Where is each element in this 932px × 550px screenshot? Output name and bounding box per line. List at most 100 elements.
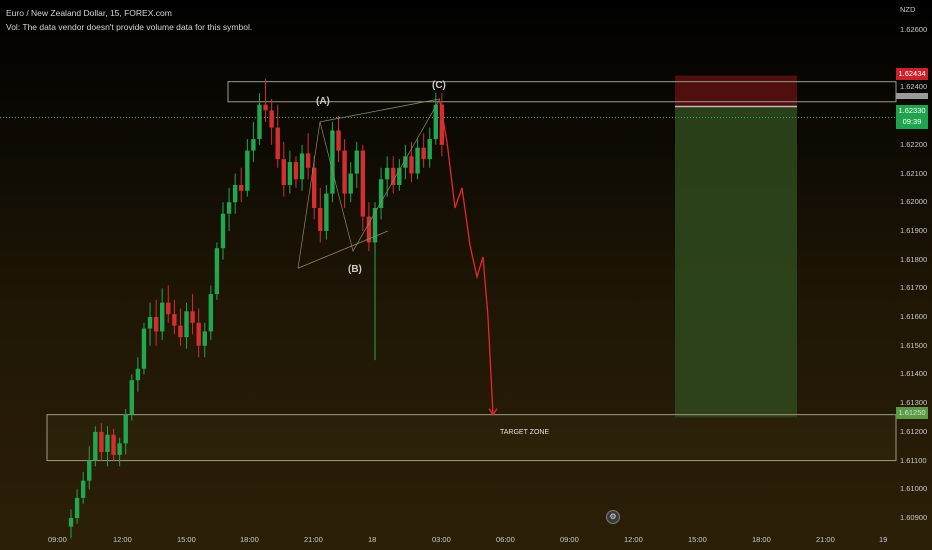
time-tick-label: 19 [879,535,888,544]
time-tick-label: 09:00 [560,535,579,544]
candle-body [226,202,232,214]
candle-body [281,159,286,186]
candle-body [129,380,134,415]
candle-body [433,104,438,140]
candle-body [305,153,311,168]
candle-body [397,167,402,186]
candle-body [245,150,250,191]
time-tick-label: 18:00 [240,535,259,544]
price-tick-label: 1.61300 [900,398,928,408]
time-tick-label: 06:00 [496,535,515,544]
time-tick-label: 18 [368,535,377,544]
candle-body [147,317,153,329]
price-tick-label: 1.62200 [900,139,928,149]
candle-body [257,104,262,140]
wave-label-a: (A) [316,96,330,107]
candle-body [293,162,299,180]
projection-arrowhead [488,408,498,416]
gear-icon[interactable]: ⚙ [606,510,620,524]
stop-price-tag: 1.62434 [896,68,928,80]
time-tick-label: 15:00 [177,535,196,544]
time-tick-label: 09:00 [48,535,67,544]
candle-body [220,213,226,249]
price-tick-label: 1.61900 [900,225,928,235]
candle-body [232,185,238,203]
time-tick-label: 21:00 [304,535,323,544]
target-price-tag: 1.61250 [896,407,928,419]
candle-body [123,414,128,444]
price-tick-label: 1.62400 [900,82,928,92]
wave-label-c: (C) [432,80,446,91]
current-price-value: 1.62330 [898,106,926,115]
price-tick-label: 1.62000 [900,197,928,207]
candle-body [391,167,396,186]
candle-body [415,147,420,174]
candle-body [172,314,177,326]
price-tick-label: 1.61700 [900,283,928,293]
time-tick-label: 18:00 [752,535,771,544]
candle-body [336,130,341,151]
candle-body [348,173,353,194]
candle-body [439,104,445,145]
wave-b-line [297,230,389,269]
time-tick-label: 21:00 [816,535,835,544]
target-zone [46,414,897,462]
price-tick-label: 1.61600 [900,312,928,322]
candle-body [427,139,432,160]
price-tick-label: 1.61100 [900,455,927,465]
time-tick-label: 15:00 [688,535,707,544]
candle-body [239,185,244,191]
price-tick-label: 1.60900 [900,513,928,522]
target-zone-label: TARGET ZONE [500,429,550,436]
candle-body [251,139,256,151]
candle-body [184,311,189,338]
candle-body [74,497,80,518]
time-tick-label: 03:00 [432,535,451,544]
candle-body [263,104,268,111]
candle-body [160,302,165,332]
candle-body [372,207,378,243]
candle-body [342,150,347,194]
candle-body [87,460,92,481]
candle-body [166,302,171,315]
candle-body [214,248,220,295]
currency-label: NZD [900,5,916,14]
candle-body [421,147,426,160]
wave-ac-line [319,98,441,123]
price-tick-label: 1.62100 [900,168,928,178]
candle-body [80,480,86,498]
wave-label-b: (B) [348,264,362,275]
candle-body [330,130,335,194]
candle-body [105,434,110,452]
volume-notice: Vol: The data vendor doesn't provide vol… [6,22,253,32]
candle-body [190,311,195,323]
candle-body [111,434,116,455]
price-tick-label: 1.61200 [900,426,928,436]
candle-body [312,167,317,208]
candle-body [153,317,159,332]
candle-body [366,216,372,243]
time-tick-label: 12:00 [624,535,643,544]
stop-loss-box [675,75,797,108]
price-tick-label: 1.61800 [900,254,928,264]
price-tick-label: 1.61000 [900,484,928,494]
candle-body [269,110,274,128]
price-tick-label: 1.62600 [900,25,928,34]
candle-body [275,127,280,160]
projection-path [439,101,494,415]
candle-body [178,325,183,338]
candle-body [403,156,408,168]
candle-body [360,150,366,217]
candle-body [99,431,104,452]
price-tick-label: 1.61500 [900,340,928,350]
resistance-zone [227,81,897,103]
candle-body [135,368,141,381]
candle-body [287,162,293,186]
candle-body [208,294,214,332]
candle-body [354,150,359,174]
resistance-price-tag [896,93,928,99]
bar-countdown: 09:39 [902,117,922,126]
wave-path [297,98,441,269]
